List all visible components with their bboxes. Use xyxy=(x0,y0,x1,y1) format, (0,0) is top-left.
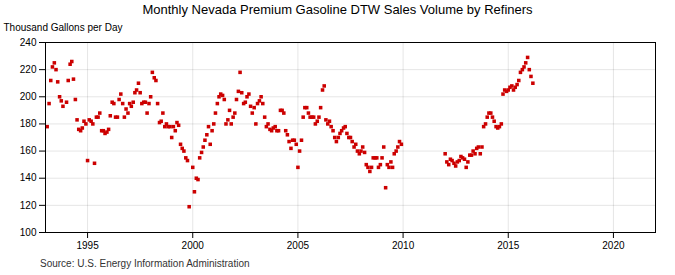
svg-text:160: 160 xyxy=(20,145,37,156)
svg-text:1995: 1995 xyxy=(76,240,99,251)
svg-text:200: 200 xyxy=(20,91,37,102)
svg-text:2020: 2020 xyxy=(602,240,625,251)
svg-text:2000: 2000 xyxy=(182,240,205,251)
svg-text:100: 100 xyxy=(20,227,37,238)
svg-text:240: 240 xyxy=(20,37,37,48)
svg-text:2005: 2005 xyxy=(287,240,310,251)
svg-text:140: 140 xyxy=(20,172,37,183)
html-text:Source: U.S. Energy Informatio: Source: U.S. Energy Information Administ… xyxy=(40,258,250,269)
svg-text:2010: 2010 xyxy=(392,240,415,251)
svg-text:180: 180 xyxy=(20,118,37,129)
svg-text:120: 120 xyxy=(20,200,37,211)
svg-text:Thousand Gallons per Day: Thousand Gallons per Day xyxy=(4,22,123,33)
svg-text:220: 220 xyxy=(20,64,37,75)
html-text:Monthly Nevada Premium Gasolin: Monthly Nevada Premium Gasoline DTW Sale… xyxy=(142,2,533,17)
svg-text:2015: 2015 xyxy=(497,240,520,251)
